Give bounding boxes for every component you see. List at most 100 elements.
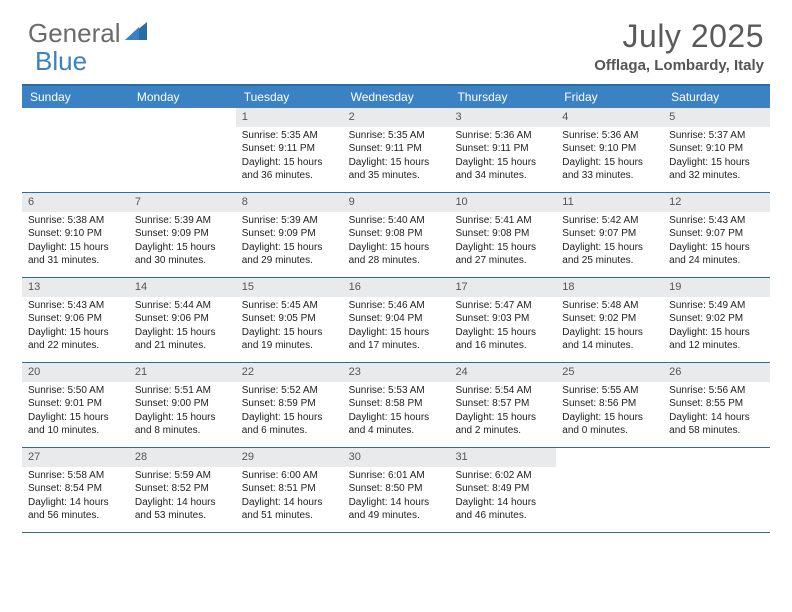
cell-body: Sunrise: 5:40 AMSunset: 9:08 PMDaylight:…	[343, 212, 450, 274]
week-row: 6Sunrise: 5:38 AMSunset: 9:10 PMDaylight…	[22, 193, 770, 278]
cell-body: Sunrise: 5:56 AMSunset: 8:55 PMDaylight:…	[663, 382, 770, 444]
day-number: 17	[449, 278, 556, 297]
calendar-cell: 29Sunrise: 6:00 AMSunset: 8:51 PMDayligh…	[236, 448, 343, 532]
day-number: 10	[449, 193, 556, 212]
cell-body: Sunrise: 6:01 AMSunset: 8:50 PMDaylight:…	[343, 467, 450, 529]
day-header: Thursday	[449, 86, 556, 108]
day-number: 4	[556, 108, 663, 127]
day-number: 2	[343, 108, 450, 127]
day-number: 23	[343, 363, 450, 382]
day-header: Wednesday	[343, 86, 450, 108]
cell-body: Sunrise: 5:48 AMSunset: 9:02 PMDaylight:…	[556, 297, 663, 359]
calendar-cell: 30Sunrise: 6:01 AMSunset: 8:50 PMDayligh…	[343, 448, 450, 532]
day-number: 27	[22, 448, 129, 467]
day-header: Friday	[556, 86, 663, 108]
cell-body: Sunrise: 5:35 AMSunset: 9:11 PMDaylight:…	[343, 127, 450, 189]
cell-body: Sunrise: 5:43 AMSunset: 9:06 PMDaylight:…	[22, 297, 129, 359]
logo-text-2: Blue	[35, 46, 87, 77]
logo-text-1: General	[28, 18, 121, 49]
cell-body: Sunrise: 5:58 AMSunset: 8:54 PMDaylight:…	[22, 467, 129, 529]
calendar-cell: 19Sunrise: 5:49 AMSunset: 9:02 PMDayligh…	[663, 278, 770, 362]
day-header: Sunday	[22, 86, 129, 108]
week-row: 13Sunrise: 5:43 AMSunset: 9:06 PMDayligh…	[22, 278, 770, 363]
day-number: 8	[236, 193, 343, 212]
cell-body: Sunrise: 5:36 AMSunset: 9:11 PMDaylight:…	[449, 127, 556, 189]
calendar-cell: 12Sunrise: 5:43 AMSunset: 9:07 PMDayligh…	[663, 193, 770, 277]
week-row: 27Sunrise: 5:58 AMSunset: 8:54 PMDayligh…	[22, 448, 770, 533]
cell-body: Sunrise: 5:43 AMSunset: 9:07 PMDaylight:…	[663, 212, 770, 274]
calendar-cell: 16Sunrise: 5:46 AMSunset: 9:04 PMDayligh…	[343, 278, 450, 362]
cell-body: Sunrise: 5:46 AMSunset: 9:04 PMDaylight:…	[343, 297, 450, 359]
cell-body: Sunrise: 5:41 AMSunset: 9:08 PMDaylight:…	[449, 212, 556, 274]
header: General July 2025 Offlaga, Lombardy, Ita…	[0, 0, 792, 78]
cell-body: Sunrise: 5:54 AMSunset: 8:57 PMDaylight:…	[449, 382, 556, 444]
day-number: 20	[22, 363, 129, 382]
calendar-cell: 2Sunrise: 5:35 AMSunset: 9:11 PMDaylight…	[343, 108, 450, 192]
cell-body: Sunrise: 5:45 AMSunset: 9:05 PMDaylight:…	[236, 297, 343, 359]
calendar-cell: 23Sunrise: 5:53 AMSunset: 8:58 PMDayligh…	[343, 363, 450, 447]
day-number: 29	[236, 448, 343, 467]
logo-line2: Blue	[35, 46, 87, 77]
title-block: July 2025 Offlaga, Lombardy, Italy	[594, 18, 764, 74]
day-number: 14	[129, 278, 236, 297]
day-number: 3	[449, 108, 556, 127]
day-number: 13	[22, 278, 129, 297]
day-number: 24	[449, 363, 556, 382]
calendar-cell: 14Sunrise: 5:44 AMSunset: 9:06 PMDayligh…	[129, 278, 236, 362]
logo: General	[28, 18, 149, 49]
cell-body: Sunrise: 5:37 AMSunset: 9:10 PMDaylight:…	[663, 127, 770, 189]
day-header-row: SundayMondayTuesdayWednesdayThursdayFrid…	[22, 86, 770, 108]
cell-body: Sunrise: 5:51 AMSunset: 9:00 PMDaylight:…	[129, 382, 236, 444]
day-number: 16	[343, 278, 450, 297]
calendar-cell: 28Sunrise: 5:59 AMSunset: 8:52 PMDayligh…	[129, 448, 236, 532]
week-row: 20Sunrise: 5:50 AMSunset: 9:01 PMDayligh…	[22, 363, 770, 448]
month-title: July 2025	[594, 18, 764, 55]
day-number: 15	[236, 278, 343, 297]
calendar-cell: 27Sunrise: 5:58 AMSunset: 8:54 PMDayligh…	[22, 448, 129, 532]
cell-body: Sunrise: 5:49 AMSunset: 9:02 PMDaylight:…	[663, 297, 770, 359]
calendar-cell-empty	[129, 108, 236, 192]
cell-body: Sunrise: 5:59 AMSunset: 8:52 PMDaylight:…	[129, 467, 236, 529]
calendar-cell: 4Sunrise: 5:36 AMSunset: 9:10 PMDaylight…	[556, 108, 663, 192]
calendar-cell: 5Sunrise: 5:37 AMSunset: 9:10 PMDaylight…	[663, 108, 770, 192]
day-header: Monday	[129, 86, 236, 108]
calendar-cell: 8Sunrise: 5:39 AMSunset: 9:09 PMDaylight…	[236, 193, 343, 277]
calendar: SundayMondayTuesdayWednesdayThursdayFrid…	[22, 84, 770, 533]
logo-triangle-icon	[125, 22, 147, 45]
cell-body: Sunrise: 5:44 AMSunset: 9:06 PMDaylight:…	[129, 297, 236, 359]
day-number: 5	[663, 108, 770, 127]
calendar-cell: 9Sunrise: 5:40 AMSunset: 9:08 PMDaylight…	[343, 193, 450, 277]
calendar-cell-empty	[22, 108, 129, 192]
day-header: Saturday	[663, 86, 770, 108]
day-number: 30	[343, 448, 450, 467]
cell-body: Sunrise: 6:02 AMSunset: 8:49 PMDaylight:…	[449, 467, 556, 529]
calendar-cell: 31Sunrise: 6:02 AMSunset: 8:49 PMDayligh…	[449, 448, 556, 532]
calendar-cell: 11Sunrise: 5:42 AMSunset: 9:07 PMDayligh…	[556, 193, 663, 277]
day-number: 1	[236, 108, 343, 127]
calendar-cell: 13Sunrise: 5:43 AMSunset: 9:06 PMDayligh…	[22, 278, 129, 362]
cell-body: Sunrise: 5:39 AMSunset: 9:09 PMDaylight:…	[129, 212, 236, 274]
calendar-cell-empty	[556, 448, 663, 532]
day-number: 7	[129, 193, 236, 212]
cell-body: Sunrise: 5:38 AMSunset: 9:10 PMDaylight:…	[22, 212, 129, 274]
calendar-cell: 15Sunrise: 5:45 AMSunset: 9:05 PMDayligh…	[236, 278, 343, 362]
cell-body: Sunrise: 5:53 AMSunset: 8:58 PMDaylight:…	[343, 382, 450, 444]
day-number: 12	[663, 193, 770, 212]
cell-body: Sunrise: 5:52 AMSunset: 8:59 PMDaylight:…	[236, 382, 343, 444]
calendar-cell: 3Sunrise: 5:36 AMSunset: 9:11 PMDaylight…	[449, 108, 556, 192]
day-number: 26	[663, 363, 770, 382]
day-number: 25	[556, 363, 663, 382]
calendar-cell: 21Sunrise: 5:51 AMSunset: 9:00 PMDayligh…	[129, 363, 236, 447]
location-label: Offlaga, Lombardy, Italy	[594, 57, 764, 74]
calendar-cell: 6Sunrise: 5:38 AMSunset: 9:10 PMDaylight…	[22, 193, 129, 277]
day-number: 28	[129, 448, 236, 467]
calendar-cell: 10Sunrise: 5:41 AMSunset: 9:08 PMDayligh…	[449, 193, 556, 277]
calendar-cell: 22Sunrise: 5:52 AMSunset: 8:59 PMDayligh…	[236, 363, 343, 447]
day-number: 19	[663, 278, 770, 297]
calendar-cell: 26Sunrise: 5:56 AMSunset: 8:55 PMDayligh…	[663, 363, 770, 447]
calendar-cell: 7Sunrise: 5:39 AMSunset: 9:09 PMDaylight…	[129, 193, 236, 277]
cell-body: Sunrise: 5:35 AMSunset: 9:11 PMDaylight:…	[236, 127, 343, 189]
cell-body: Sunrise: 6:00 AMSunset: 8:51 PMDaylight:…	[236, 467, 343, 529]
calendar-cell: 1Sunrise: 5:35 AMSunset: 9:11 PMDaylight…	[236, 108, 343, 192]
day-number: 21	[129, 363, 236, 382]
